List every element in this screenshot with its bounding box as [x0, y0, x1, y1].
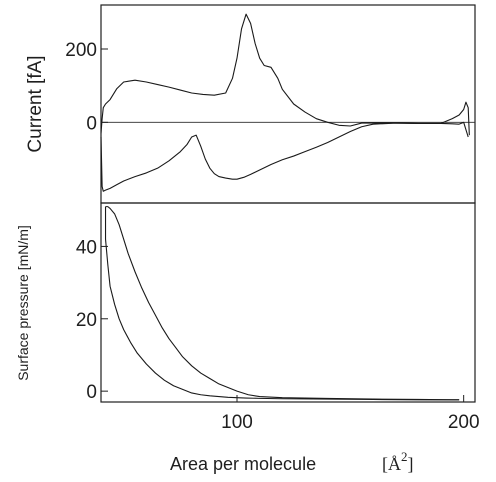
x-axis-unit-close: ]: [408, 454, 414, 474]
x-axis-unit-open: [Å: [382, 454, 401, 474]
x-axis-unit-sup: 2: [401, 449, 408, 464]
top-y-tick-label: 0: [86, 113, 97, 134]
bottom-y-tick-label: 40: [76, 237, 97, 258]
bottom-series-line-2: [104, 206, 460, 401]
x-tick-label: 100: [221, 412, 253, 433]
x-axis-unit: [Å2]: [382, 449, 414, 474]
top-series-line-1: [100, 13, 470, 136]
x-tick-label: 200: [448, 412, 480, 433]
bottom-series-line-1: [105, 206, 460, 401]
top-panel-frame: [100, 4, 476, 204]
top-y-tick-label: 200: [65, 40, 97, 61]
x-axis-title: Area per molecule: [170, 454, 316, 474]
bottom-panel-frame: [100, 202, 476, 403]
top-y-axis-title: Current [fA]: [25, 55, 46, 152]
bottom-y-tick-label: 20: [76, 310, 97, 331]
top-series-group: [100, 13, 470, 192]
bottom-series-group: [104, 206, 460, 401]
tick-group: 0 200 0 20 40 100 200: [65, 40, 479, 433]
bottom-y-tick-label: 0: [86, 382, 97, 403]
top-series-line-2: [100, 121, 469, 192]
bottom-y-axis-title: Surface pressure [mN/m]: [15, 225, 31, 381]
